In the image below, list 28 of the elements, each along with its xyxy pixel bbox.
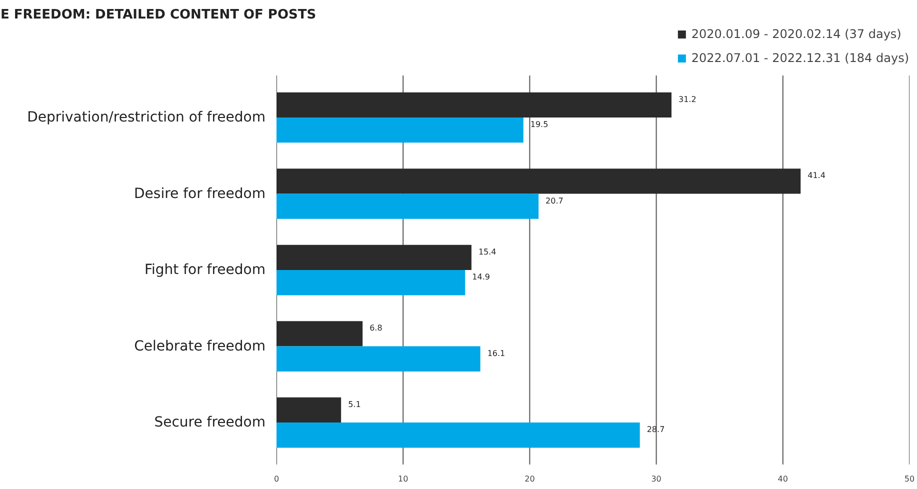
data-label: 31.2 [678, 94, 696, 104]
y-tick-label: Desire for freedom [134, 186, 266, 202]
data-label: 16.1 [487, 348, 506, 358]
y-tick-label: Deprivation/restriction of freedom [27, 109, 266, 126]
x-tick-label: 10 [398, 474, 408, 484]
bar [276, 270, 466, 296]
y-tick-label: Secure freedom [154, 414, 266, 431]
data-label: 41.4 [808, 171, 826, 180]
text: E FREEDOM: DETAILED CONTENT OF POSTS [0, 8, 316, 22]
x-tick-label: 50 [904, 474, 915, 484]
y-tick-label: Celebrate freedom [134, 338, 266, 354]
data-label: 20.7 [546, 196, 564, 206]
y-tick-label: Fight for freedom [144, 262, 266, 278]
data-label: 19.5 [530, 120, 548, 130]
data-label: 15.4 [478, 247, 496, 256]
bar [276, 117, 524, 143]
data-label: 14.9 [472, 272, 490, 282]
legend-label: 2020.01.09 - 2020.02.14 (37 days) [691, 27, 902, 41]
x-tick-label: 20 [524, 474, 535, 484]
bar [276, 194, 539, 219]
x-tick-label: 40 [778, 474, 788, 484]
data-label: 6.8 [370, 324, 382, 333]
x-tick-label: 30 [651, 474, 662, 484]
bar [276, 422, 640, 448]
data-label: 5.1 [348, 400, 361, 409]
bar [276, 346, 480, 372]
x-tick-label: 0 [274, 474, 280, 484]
legend-label: 2022.07.01 - 2022.12.31 (184 days) [691, 51, 909, 65]
